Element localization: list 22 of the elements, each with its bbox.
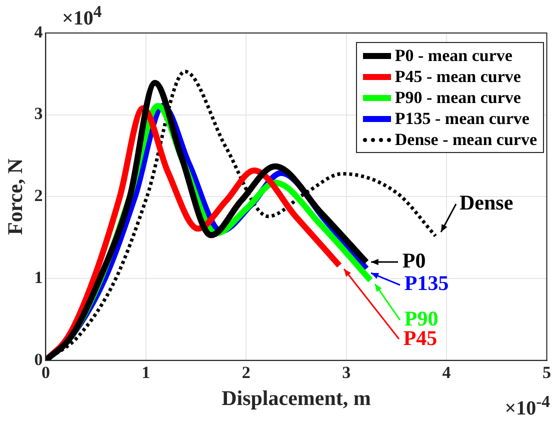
x-tick-label: 5 (542, 362, 551, 382)
text: ×10$^{-4}$ (504, 392, 550, 421)
text: ×10$^{4}$ (62, 2, 102, 31)
legend-label: Dense - mean curve (394, 129, 537, 150)
y-tick-label: 2 (34, 186, 43, 206)
x-tick-label: 3 (342, 362, 351, 382)
y-tick-label: 4 (34, 22, 44, 42)
x-tick-label: 2 (242, 362, 250, 382)
y-axis-title: Force, N (3, 158, 28, 235)
legend-label: P135 - mean curve (394, 108, 530, 129)
x-axis-title: Displacement, m (222, 386, 372, 410)
legend-label: P90 - mean curve (394, 87, 521, 108)
y-tick-label: 1 (34, 268, 43, 287)
x-tick-label: 1 (142, 362, 150, 382)
y-tick-label: 3 (34, 104, 43, 124)
legend-label: P0 - mean curve (394, 45, 512, 66)
annotation: P135 (404, 271, 449, 296)
annotation: P0 (402, 248, 426, 273)
x-tick-label: 4 (442, 362, 452, 382)
y-tick-label: 0 (34, 350, 43, 369)
annotation: Dense (460, 190, 514, 214)
legend-label: P45 - mean curve (394, 66, 521, 87)
